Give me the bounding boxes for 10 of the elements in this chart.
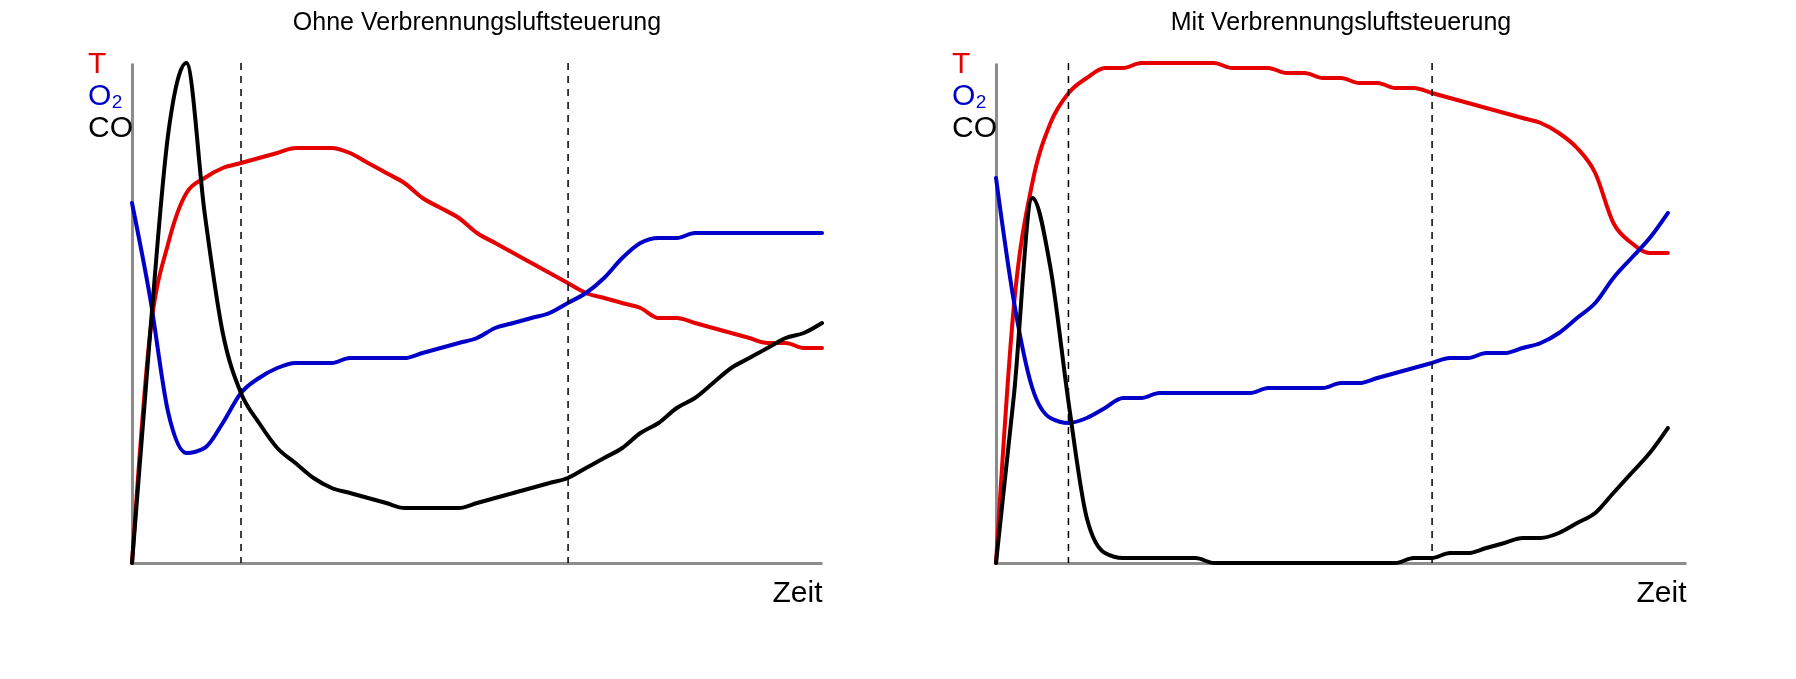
chart-title: Ohne Verbrennungsluftsteuerung xyxy=(292,7,662,35)
x-axis-title: Zeit xyxy=(1636,574,1688,608)
text: CO xyxy=(952,110,997,143)
text: O₂ xyxy=(88,78,123,111)
text: O₂ xyxy=(952,78,987,111)
series-label: CO xyxy=(88,110,133,143)
text: T xyxy=(88,46,107,79)
text: T xyxy=(952,46,971,79)
chart-title: Mit Verbrennungsluftsteuerung xyxy=(1170,7,1512,35)
x-axis-title: Zeit xyxy=(772,574,824,608)
